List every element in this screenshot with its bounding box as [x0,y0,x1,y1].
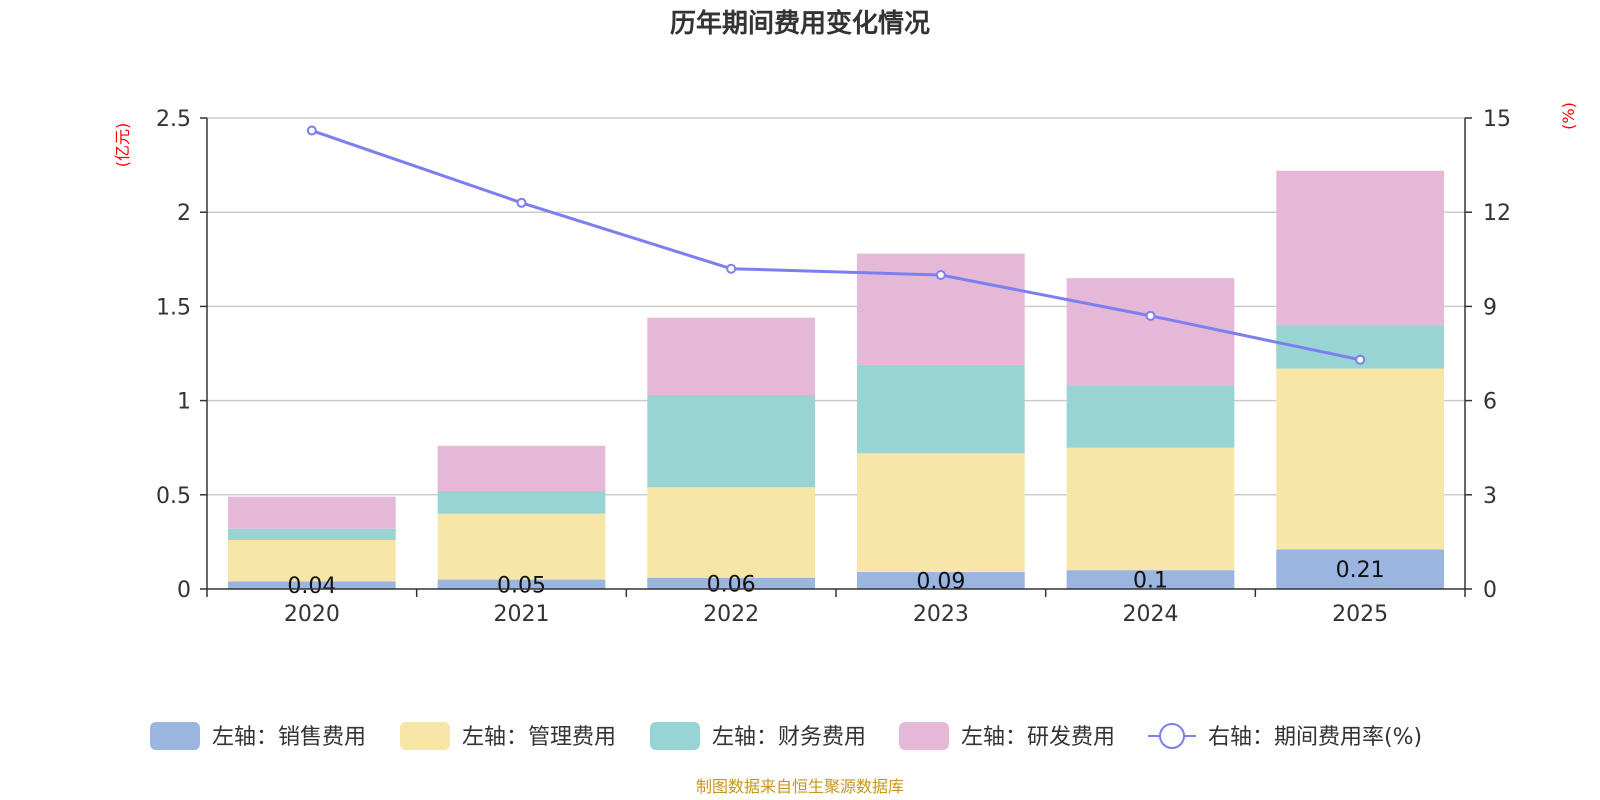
bar-data-label: 0.05 [497,573,546,598]
x-axis-tick-label: 2020 [284,602,340,627]
legend-swatch [400,722,450,750]
bar-segment [856,453,1025,573]
left-axis-unit: (亿元) [113,123,132,168]
bar-data-label: 0.06 [707,572,756,597]
right-axis-tick-label: 6 [1483,390,1497,415]
left-axis-tick-label: 0 [177,578,191,603]
bar-segment [227,528,396,541]
bar-segment [647,577,816,589]
bar-segment [856,364,1025,454]
right-axis-tick-label: 9 [1483,295,1497,320]
expense-ratio-point [516,197,527,208]
right-axis-tick-label: 15 [1483,107,1511,132]
bar-segment [1066,447,1235,571]
legend-item[interactable]: 左轴：销售费用 [150,722,366,750]
bar-segment [1066,385,1235,448]
legend-label: 左轴：销售费用 [212,725,366,750]
bar-segment [1066,570,1235,589]
right-axis-tick-label: 0 [1483,578,1497,603]
bar-data-label: 0.09 [916,570,965,595]
legend-swatch [650,722,700,750]
bar-series-group: 0.04 0.05 0.06 0.09 0.1 0.21 [227,170,1445,599]
bar-segment [1276,368,1445,550]
expense-ratio-point [1145,310,1156,321]
bar-segment [227,540,396,582]
legend-label: 左轴：财务费用 [712,725,866,750]
bar-segment [227,581,396,589]
gridlines [207,117,1465,496]
bar-segment [437,513,606,580]
bar-segment [437,491,606,514]
right-axis-unit: (%) [1559,102,1578,130]
bar-segment [856,572,1025,589]
expense-ratio-point [1355,354,1366,365]
chart-title: 历年期间费用变化情况 [670,8,930,39]
expense-ratio-line [311,129,1361,362]
x-axis-tick-label: 2022 [703,602,759,627]
left-axis-tick-label: 2.5 [156,107,191,132]
bar-data-label: 0.1 [1133,569,1168,594]
bar-data-label: 0.21 [1336,558,1385,583]
bar-segment [1276,170,1445,326]
x-axis-tick-label: 2025 [1332,602,1388,627]
legend-item[interactable]: 左轴：研发费用 [899,722,1115,750]
left-axis-tick-label: 1 [177,390,191,415]
bar-segment [1066,278,1235,386]
left-axis-tick-label: 0.5 [156,484,191,509]
left-axis-tick-label: 2 [177,201,191,226]
legend-item[interactable]: 右轴：期间费用率(%) [1148,723,1422,750]
legend-item[interactable]: 左轴：管理费用 [400,722,616,750]
legend-swatch [899,722,949,750]
bar-segment [437,579,606,589]
right-axis-tick-label: 12 [1483,201,1511,226]
right-axis-tick-label: 3 [1483,484,1497,509]
legend[interactable]: 左轴：销售费用 左轴：管理费用 左轴：财务费用 左轴：研发费用 右轴：期间费用率(%) [150,722,1422,750]
line-series-group [306,125,1366,365]
legend-label: 左轴：研发费用 [961,725,1115,750]
bar-data-label: 0.04 [287,574,336,599]
expense-ratio-point [306,125,317,136]
x-axis-tick-label: 2024 [1123,602,1179,627]
expense-ratio-point [726,263,737,274]
legend-label: 右轴：期间费用率(%) [1208,725,1422,750]
bar-segment [437,445,606,492]
expense-ratio-point [935,270,946,280]
legend-label: 左轴：管理费用 [462,725,616,750]
bar-segment [647,487,816,578]
axes: 0 0 0.5 3 1 6 1.5 9 2 12 2.5 15 2020 2021 2022 2023 2024… [156,107,1511,627]
bar-segment [1276,549,1445,589]
bar-segment [227,496,396,529]
legend-swatch [150,722,200,750]
data-source-note: 制图数据来自恒生聚源数据库 [696,777,904,796]
x-axis-tick-label: 2021 [494,602,550,627]
legend-item[interactable]: 左轴：财务费用 [650,722,866,750]
left-axis-tick-label: 1.5 [156,295,191,320]
bar-segment [647,394,816,488]
bar-segment [647,317,816,395]
x-axis-tick-label: 2023 [913,602,969,627]
legend-marker-icon [1159,723,1185,749]
